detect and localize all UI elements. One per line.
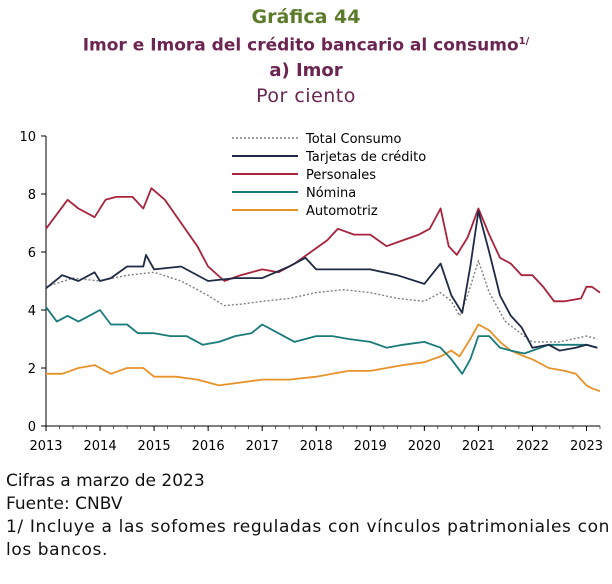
x-tick-label: 2019 <box>354 439 387 454</box>
source-note: Fuente: CNBV <box>6 494 123 514</box>
chart-series <box>45 187 601 393</box>
x-tick-label: 2022 <box>516 439 549 454</box>
x-tick-label: 2021 <box>462 439 495 454</box>
graph-number: Gráfica 44 <box>251 6 361 28</box>
y-tick-label: 10 <box>19 130 36 145</box>
legend-label: Automotriz <box>306 204 378 219</box>
chart-legend: Total Consumo Tarjetas de crédito Personal… <box>232 132 426 219</box>
chart-notes: Cifras a marzo de 2023 Fuente: CNBV 1/ I… <box>6 470 610 562</box>
x-tick-label: 2013 <box>29 439 62 454</box>
legend-label: Total Consumo <box>305 132 401 147</box>
chart-title: Imor e Imora del crédito bancario al con… <box>0 30 612 58</box>
legend-label: Nómina <box>306 186 356 201</box>
chart-title-block: Gráfica 44 Imor e Imora del crédito banc… <box>0 4 612 109</box>
series-line-automotriz <box>46 323 601 393</box>
series-line-n-mina <box>45 306 598 375</box>
legend-label: Tarjetas de crédito <box>305 150 426 165</box>
y-tick-label: 6 <box>28 246 36 261</box>
y-tick-label: 0 <box>28 420 36 435</box>
x-tick-label: 2014 <box>84 439 117 454</box>
x-tick-label: 2017 <box>246 439 279 454</box>
series-line-total-consumo <box>45 260 598 343</box>
chart-title-text: Imor e Imora del crédito bancario al con… <box>82 35 519 56</box>
x-tick-label: 2016 <box>192 439 225 454</box>
series-line-tarjetas-de-cr-dito <box>45 210 598 352</box>
date-note: Cifras a marzo de 2023 <box>6 471 205 491</box>
unit-label: Por ciento <box>256 84 356 107</box>
y-tick-label: 8 <box>28 188 36 203</box>
x-tick-label: 2023 <box>570 439 603 454</box>
title-footnote-mark: 1/ <box>518 36 530 47</box>
imor-line-chart: 0 2 4 6 8 10 2013 2014 2015 2016 2017 2018 2019 2020 2… <box>19 130 603 454</box>
series-line-personales <box>45 187 601 303</box>
y-tick-label: 2 <box>28 362 36 377</box>
x-tick-label: 2018 <box>300 439 333 454</box>
chart-axes: 0 2 4 6 8 10 2013 2014 2015 2016 2017 2018 2019 2020 2… <box>19 130 603 454</box>
x-tick-label: 2015 <box>138 439 171 454</box>
footnote: 1/ Incluye a las sofomes reguladas con v… <box>6 517 610 560</box>
y-tick-label: 4 <box>28 304 36 319</box>
panel-label: a) Imor <box>269 59 343 81</box>
legend-label: Personales <box>306 168 376 183</box>
x-tick-label: 2020 <box>408 439 441 454</box>
